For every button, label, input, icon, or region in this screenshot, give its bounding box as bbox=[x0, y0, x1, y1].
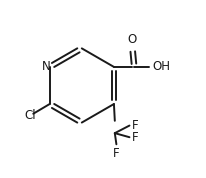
Text: OH: OH bbox=[153, 60, 171, 73]
Text: N: N bbox=[41, 59, 50, 73]
Text: F: F bbox=[113, 147, 120, 160]
Text: F: F bbox=[132, 131, 138, 144]
Text: O: O bbox=[128, 33, 137, 46]
Text: Cl: Cl bbox=[25, 109, 36, 122]
Text: F: F bbox=[132, 119, 138, 132]
